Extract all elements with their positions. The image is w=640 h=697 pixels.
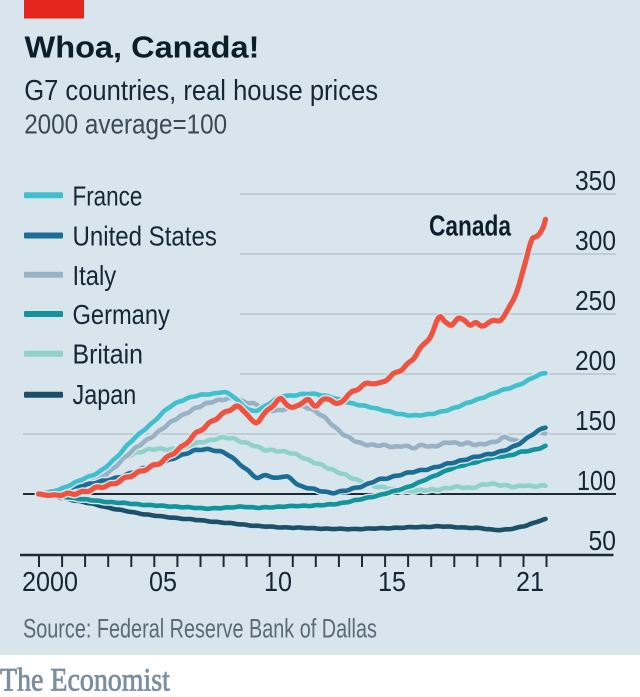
- svg-text:United States: United States: [73, 220, 217, 252]
- svg-text:15: 15: [378, 566, 406, 598]
- svg-text:Whoa, Canada!: Whoa, Canada!: [25, 29, 260, 64]
- svg-text:05: 05: [149, 566, 177, 598]
- svg-text:150: 150: [575, 404, 616, 436]
- svg-text:G7 countries, real house price: G7 countries, real house prices: [24, 73, 378, 106]
- svg-text:Japan: Japan: [73, 380, 137, 410]
- svg-text:10: 10: [264, 566, 292, 598]
- svg-text:Canada: Canada: [429, 209, 511, 242]
- svg-text:France: France: [73, 181, 143, 212]
- svg-text:300: 300: [575, 224, 616, 256]
- svg-text:Source: Federal Reserve Bank o: Source: Federal Reserve Bank of Dallas: [23, 615, 377, 645]
- svg-text:50: 50: [589, 525, 616, 557]
- svg-text:250: 250: [575, 284, 616, 316]
- svg-text:21: 21: [516, 566, 544, 598]
- svg-text:2000: 2000: [22, 566, 78, 598]
- svg-text:Italy: Italy: [73, 259, 117, 291]
- svg-text:Britain: Britain: [73, 338, 143, 370]
- svg-text:Germany: Germany: [73, 300, 170, 330]
- svg-text:2000 average=100: 2000 average=100: [24, 108, 227, 140]
- svg-text:100: 100: [577, 466, 616, 496]
- svg-text:350: 350: [575, 164, 616, 196]
- svg-text:The Economist: The Economist: [0, 661, 170, 697]
- svg-text:200: 200: [575, 344, 616, 376]
